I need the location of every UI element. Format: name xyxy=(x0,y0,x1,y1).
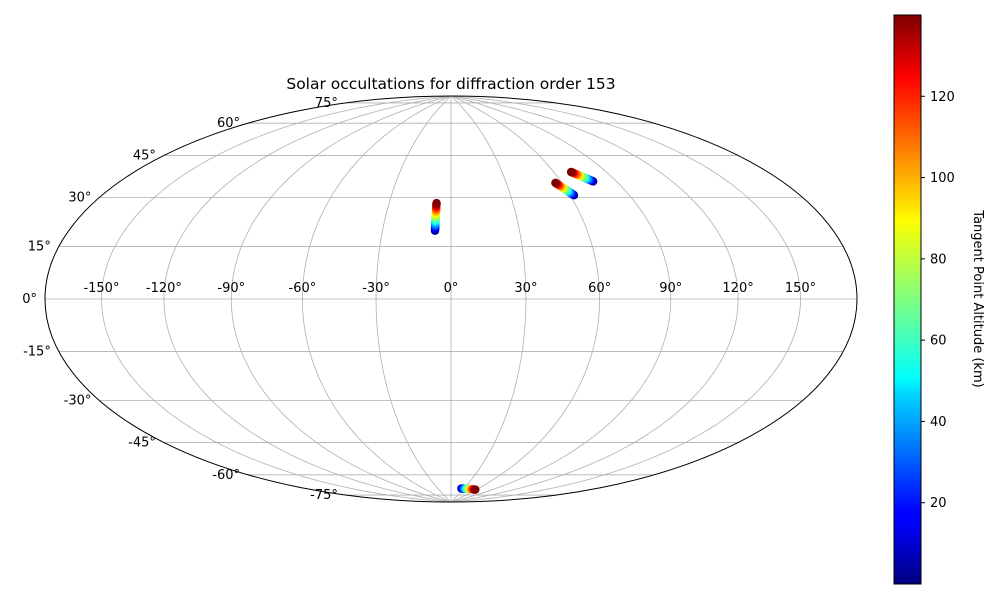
latitude-tick-label: -45° xyxy=(128,436,156,451)
colorbar-gradient xyxy=(893,14,922,585)
longitude-tick-label: 150° xyxy=(785,281,816,296)
occultation-point xyxy=(432,198,441,208)
longitude-tick-label: -150° xyxy=(83,281,119,296)
longitude-tick-label: 60° xyxy=(588,281,611,296)
colorbar-tick-label: 100 xyxy=(930,171,955,186)
latitude-tick-label: 15° xyxy=(28,239,51,254)
longitude-gridline xyxy=(163,96,452,502)
occultation-point xyxy=(566,167,576,177)
map-boundary xyxy=(44,95,858,503)
longitude-tick-label: 30° xyxy=(514,281,537,296)
colorbar-tick-label: 60 xyxy=(930,334,947,349)
longitude-gridline xyxy=(450,96,672,502)
longitude-gridline xyxy=(450,96,601,502)
colorbar-tick-label: 40 xyxy=(930,415,947,430)
occultation-points xyxy=(430,167,598,494)
longitude-tick-label: -90° xyxy=(217,281,245,296)
longitude-tick-label: 120° xyxy=(722,281,753,296)
longitude-gridline xyxy=(450,96,527,502)
longitude-gridline xyxy=(101,96,452,502)
latitude-tick-label: 45° xyxy=(133,148,156,163)
occultation-point xyxy=(471,485,480,494)
longitude-tick-label: 0° xyxy=(444,281,459,296)
longitude-tick-label: -30° xyxy=(362,281,390,296)
longitude-gridline xyxy=(450,96,801,502)
latitude-tick-label: -15° xyxy=(23,345,51,360)
latitude-tick-label: 30° xyxy=(68,191,91,206)
colorbar-tick-label: 120 xyxy=(930,90,955,105)
longitude-tick-label: -120° xyxy=(146,281,182,296)
longitude-gridline xyxy=(375,96,452,502)
latitude-tick-label: -60° xyxy=(212,468,240,483)
colorbar: 20 40 60 80 100 120 Tangent Point Altitude (k… xyxy=(893,14,985,585)
latitude-tick-label: 60° xyxy=(217,116,240,131)
occultation-point xyxy=(551,178,560,188)
latitude-tick-label: 0° xyxy=(22,292,37,307)
latitude-tick-label: 75° xyxy=(315,96,338,111)
longitude-gridline xyxy=(450,96,739,502)
chart-title: Solar occultations for diffraction order… xyxy=(286,75,615,93)
colorbar-tick-label: 20 xyxy=(930,496,947,511)
colorbar-label: Tangent Point Altitude (km) xyxy=(970,209,985,387)
longitude-tick-label: 90° xyxy=(659,281,682,296)
longitude-tick-label: -60° xyxy=(289,281,317,296)
longitude-gridline xyxy=(301,96,452,502)
longitude-gridline xyxy=(230,96,452,502)
colorbar-tick-label: 80 xyxy=(930,252,947,267)
map-grid xyxy=(45,96,857,502)
latitude-tick-label: -30° xyxy=(64,394,92,409)
latitude-tick-labels: -75° -60° -45° -30° -15° 0° 15° 30° 45° 60° 75° xyxy=(22,96,338,503)
longitude-tick-labels: -150° -120° -90° -60° -30° 0° 30° 60° 90° 120° 150… xyxy=(83,281,816,296)
colorbar-ticks: 20 40 60 80 100 120 xyxy=(921,90,955,511)
latitude-tick-label: -75° xyxy=(310,488,338,503)
